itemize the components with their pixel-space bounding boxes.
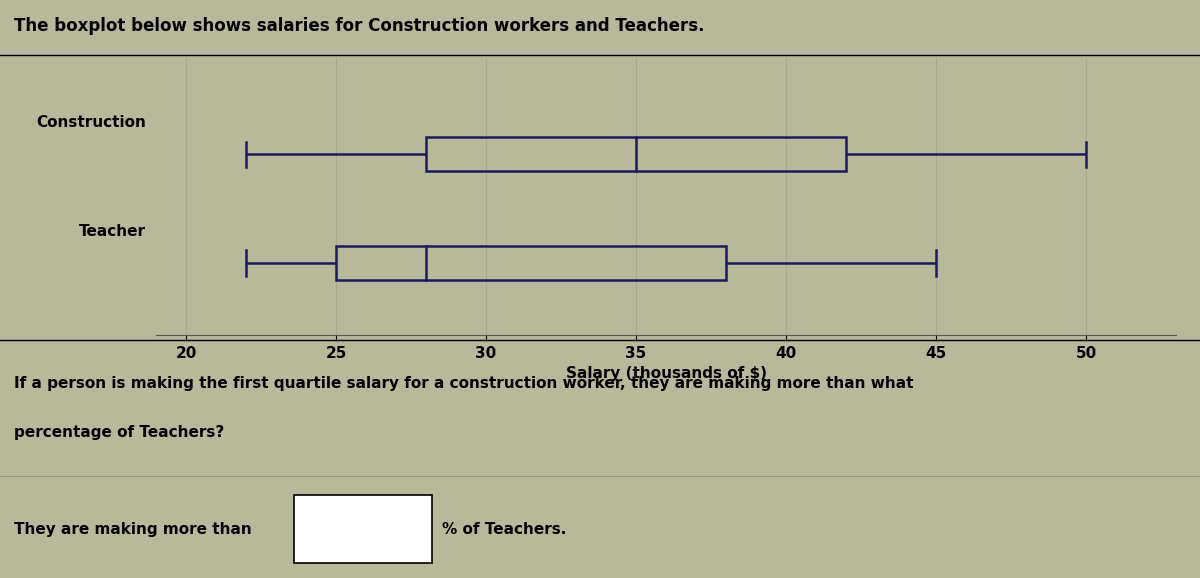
Text: % of Teachers.: % of Teachers. <box>442 522 566 537</box>
Text: Teacher: Teacher <box>79 224 146 239</box>
Bar <box>336 246 726 280</box>
X-axis label: Salary (thousands of $): Salary (thousands of $) <box>565 366 767 381</box>
Text: If a person is making the first quartile salary for a construction worker, they : If a person is making the first quartile… <box>14 376 914 391</box>
Text: They are making more than: They are making more than <box>14 522 252 537</box>
Text: Construction: Construction <box>36 115 146 130</box>
Text: percentage of Teachers?: percentage of Teachers? <box>14 425 224 440</box>
Bar <box>426 138 846 171</box>
Text: The boxplot below shows salaries for Construction workers and Teachers.: The boxplot below shows salaries for Con… <box>14 17 704 35</box>
